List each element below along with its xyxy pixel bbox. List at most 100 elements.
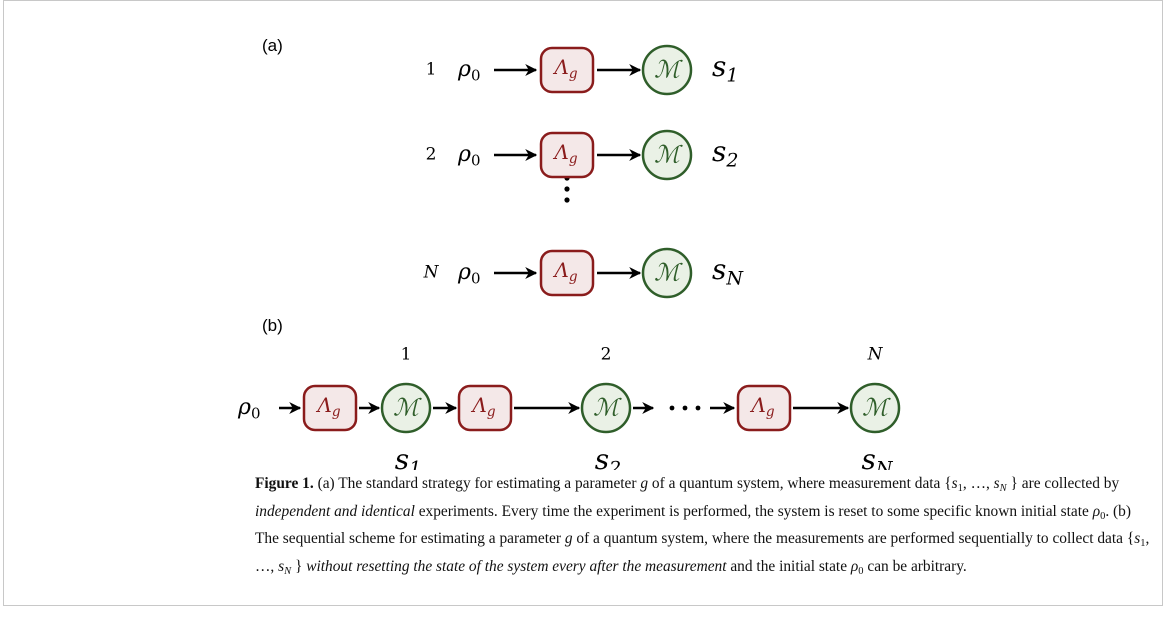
channel-label: Λg <box>552 55 577 82</box>
caption-run: , …, <box>962 475 994 492</box>
outcome: s1 <box>712 50 738 87</box>
outcome-base: s <box>712 253 726 286</box>
channel-label-base: Λ <box>470 393 486 417</box>
caption-run: of a quantum system, where measurement d… <box>648 475 952 492</box>
input-state: ρ0 <box>457 260 480 288</box>
caption-run: s <box>951 475 958 492</box>
outcome-sub: N <box>875 457 894 470</box>
channel-label-base: Λ <box>315 393 331 417</box>
channel-label-base: Λ <box>749 393 765 417</box>
outcome-sub: N <box>725 267 744 289</box>
caption-run: 1 <box>957 483 963 494</box>
channel-label-base: Λ <box>552 258 568 282</box>
caption-run: g <box>640 475 649 492</box>
measurement-circle <box>641 129 693 181</box>
caption-run: , …, <box>255 530 1150 575</box>
channel-box <box>736 384 792 432</box>
channel-label: Λg <box>552 140 577 167</box>
channel-box <box>457 384 513 432</box>
caption-run: Figure 1. <box>255 475 314 492</box>
input-state: ρ0 <box>237 395 260 423</box>
figure-frame <box>3 0 1163 606</box>
input-state-base: ρ <box>237 395 251 420</box>
channel-box <box>539 131 595 179</box>
measurement-circle <box>641 44 693 96</box>
measurement-label: ℳ <box>654 259 683 287</box>
outcome-sub: 1 <box>409 457 421 470</box>
measurement-label: ℳ <box>654 56 683 84</box>
caption-run: (a) The standard strategy for estimating… <box>313 475 641 492</box>
outcome: sN <box>861 443 893 471</box>
caption-run: s <box>278 557 285 575</box>
caption-run: s <box>993 475 1000 492</box>
row-index: 1 <box>426 60 437 80</box>
input-state-base: ρ <box>457 57 471 82</box>
channel-box <box>302 384 358 432</box>
outcome-sub: 2 <box>725 149 738 171</box>
caption-run: and the initial state <box>726 557 851 575</box>
caption-run: ρ <box>850 557 859 575</box>
input-state: ρ0 <box>457 142 480 170</box>
measurement-circle <box>380 382 432 434</box>
channel-label-base: Λ <box>552 140 568 164</box>
channel-label-sub: g <box>569 66 578 82</box>
input-state-sub: 0 <box>471 152 481 170</box>
channel-label-sub: g <box>569 151 578 167</box>
row-index: N <box>423 263 440 283</box>
caption-run: } <box>291 557 307 575</box>
measurement-label: ℳ <box>393 394 422 422</box>
measurement-label: ℳ <box>862 394 891 422</box>
outcome-base: s <box>595 443 609 471</box>
caption-run: can be arbitrary. <box>863 557 967 575</box>
channel-label: Λg <box>315 393 340 420</box>
measurement-circle <box>849 382 901 434</box>
input-state-base: ρ <box>457 260 471 285</box>
input-state-sub: 0 <box>471 67 481 85</box>
outcome: s1 <box>395 443 421 471</box>
caption-run: s <box>1134 530 1141 548</box>
step-index: N <box>867 345 884 365</box>
caption-run: 0 <box>858 565 864 577</box>
caption-run: of a quantum system, where the measureme… <box>572 530 1135 548</box>
caption-run: independent and identical <box>255 502 415 520</box>
caption-run: ρ <box>1092 502 1101 520</box>
caption-run: 1 <box>1140 538 1146 550</box>
channel-box <box>539 46 595 94</box>
caption-run: . (b) The sequential scheme for estimati… <box>255 502 1132 548</box>
row-index: 2 <box>426 145 437 165</box>
caption-run: without resetting the state of the syste… <box>306 557 727 575</box>
figure-caption: Figure 1. (a) The standard strategy for … <box>255 473 1155 583</box>
panel-b-label: (b) <box>262 316 283 335</box>
vertical-ellipsis <box>564 175 570 203</box>
channel-label-sub: g <box>487 404 496 420</box>
caption-run: N <box>999 483 1007 494</box>
caption-run: } are collected by <box>1006 475 1120 492</box>
caption-run: 0 <box>1100 510 1106 522</box>
panel-a-label: (a) <box>262 36 283 55</box>
outcome: sN <box>712 253 744 290</box>
input-state: ρ0 <box>457 57 480 85</box>
horizontal-ellipsis <box>669 405 701 411</box>
channel-label: Λg <box>552 258 577 285</box>
outcome-base: s <box>861 443 875 471</box>
measurement-label: ℳ <box>654 141 683 169</box>
input-state-base: ρ <box>457 142 471 167</box>
channel-box <box>539 249 595 297</box>
outcome-base: s <box>395 443 409 471</box>
outcome: s2 <box>595 443 621 471</box>
outcome: s2 <box>712 135 738 172</box>
input-state-sub: 0 <box>471 270 481 288</box>
step-index: 2 <box>601 345 612 365</box>
measurement-circle <box>641 247 693 299</box>
measurement-circle <box>580 382 632 434</box>
input-state-sub: 0 <box>251 405 261 423</box>
channel-label-sub: g <box>766 404 775 420</box>
step-index: 1 <box>401 345 412 365</box>
outcome-base: s <box>712 135 726 168</box>
caption-run: experiments. Every time the experiment i… <box>414 502 1093 520</box>
channel-label-sub: g <box>332 404 341 420</box>
measurement-label: ℳ <box>593 394 622 422</box>
caption-run: g <box>564 530 573 548</box>
